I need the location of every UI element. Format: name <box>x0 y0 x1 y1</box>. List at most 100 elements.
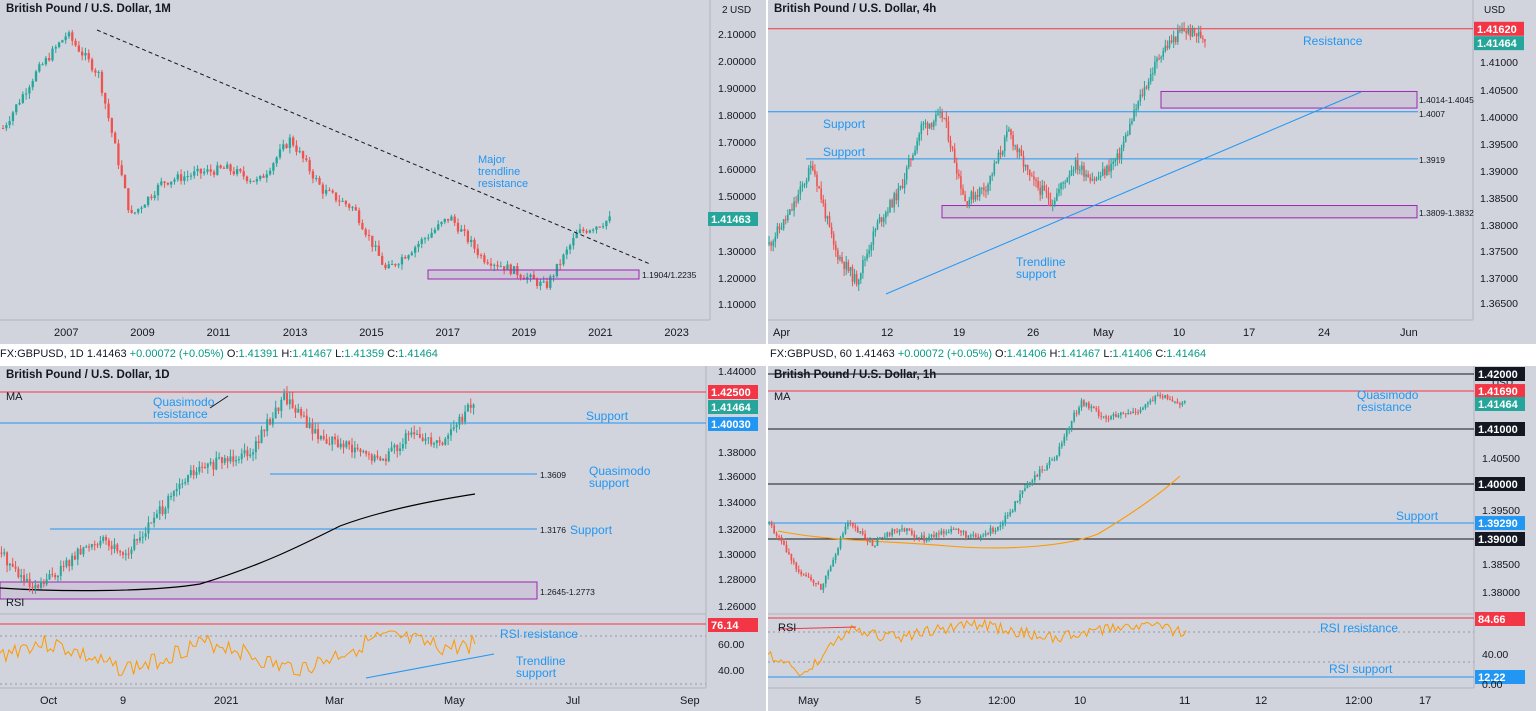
monthly-candle <box>48 57 51 61</box>
monthly-candle <box>430 232 433 238</box>
monthly-candle <box>413 247 417 253</box>
daily-candle <box>331 436 334 445</box>
daily-candle <box>452 427 455 430</box>
qm-resistance-annotation: Quasimodo <box>153 395 215 409</box>
hourly-candle <box>1068 428 1071 431</box>
h4-candle <box>1041 185 1044 195</box>
hourly-candle <box>1083 400 1085 406</box>
hourly-candle <box>864 533 866 539</box>
h4-candle <box>1049 199 1052 206</box>
h4-candle <box>1091 179 1094 181</box>
h4-candle <box>912 155 914 161</box>
h4-candle <box>768 242 770 245</box>
monthly-candle <box>54 47 57 49</box>
daily-candle <box>390 447 393 452</box>
hourly-candle <box>1001 523 1004 526</box>
hourly-candle <box>965 531 967 538</box>
hourly-candle <box>1159 394 1162 397</box>
monthly-candle <box>410 252 414 256</box>
h4-candle <box>1179 29 1181 32</box>
h4-candle <box>1008 129 1010 132</box>
monthly-candle <box>1 128 5 130</box>
hourly-candle <box>915 537 918 539</box>
hourly-candle <box>810 577 812 581</box>
daily-candle <box>116 544 119 552</box>
chart-panel-hourly[interactable]: Quasimodo resistance Support RSI RSI resista… <box>768 366 1536 711</box>
monthly-candle <box>150 196 153 198</box>
h4-candle <box>851 267 854 282</box>
rsi-resistance-annotation: RSI resistance <box>500 627 578 641</box>
daily-candle <box>399 448 402 451</box>
monthly-candle <box>31 81 34 88</box>
h4-candle <box>784 219 787 221</box>
monthly-candle <box>51 48 54 61</box>
daily-candle <box>167 496 170 509</box>
h4-candle <box>1118 153 1121 159</box>
level-badge: 1.39000 <box>1478 534 1518 546</box>
daily-candle <box>461 416 464 422</box>
h4-candle <box>1158 58 1160 60</box>
daily-candle <box>133 538 136 550</box>
chart-panel-4h[interactable]: Resistance Support Support Trendline support… <box>768 0 1536 344</box>
daily-candle <box>243 450 246 454</box>
daily-candle <box>215 457 218 470</box>
hourly-candle <box>952 528 955 530</box>
daily-candle <box>209 461 212 464</box>
qm-resistance-annotation: resistance <box>153 407 208 421</box>
h4-candle <box>1177 29 1179 42</box>
hourly-candle <box>1107 418 1110 420</box>
chart-panel-monthly[interactable]: 1.1904/1.2235 Major trendline resistance 2 US… <box>0 0 766 344</box>
resistance-badge: 1.42500 <box>711 387 751 399</box>
chart-panel-daily[interactable]: Quasimodo resistance Support Quasimodo suppo… <box>0 366 766 711</box>
hourly-candle <box>770 522 773 526</box>
h4-candle <box>820 188 822 200</box>
rsi-label: RSI <box>6 597 24 609</box>
hourly-candle <box>856 527 859 533</box>
daily-candle <box>172 491 175 496</box>
support-annotation: Support <box>823 117 866 131</box>
h4-candle <box>837 250 839 260</box>
daily-candle <box>367 453 370 455</box>
h4-candle <box>953 148 956 164</box>
daily-candle <box>0 552 3 554</box>
monthly-candle <box>377 245 381 256</box>
monthly-candle <box>28 87 31 94</box>
daily-low: 1.41359 <box>344 348 385 360</box>
monthly-candle <box>305 158 308 161</box>
daily-title: British Pound / U.S. Dollar, 1D <box>6 369 170 381</box>
monthly-candle <box>479 255 483 257</box>
daily-candle <box>384 458 387 462</box>
daily-candle <box>23 575 26 582</box>
resistance-badge: 1.41620 <box>1477 24 1517 36</box>
hourly-candle <box>1122 412 1125 414</box>
monthly-candle <box>209 169 212 172</box>
h4-candle <box>1122 141 1125 148</box>
hourly-candle <box>977 536 980 539</box>
daily-candle <box>348 441 351 445</box>
daily-candle <box>11 563 14 567</box>
h4-candle <box>780 228 783 230</box>
monthly-candle <box>334 192 338 201</box>
daily-candle <box>416 433 419 435</box>
monthly-candle <box>41 64 44 66</box>
h4-candle <box>1022 155 1025 167</box>
h4-candle <box>943 117 946 119</box>
hourly-candle <box>1117 415 1120 417</box>
support-badge: 1.39290 <box>1478 518 1518 530</box>
h4-candle <box>857 279 860 285</box>
monthly-candle <box>295 145 298 152</box>
hourly-candle <box>780 537 783 542</box>
h4-candle <box>1020 149 1023 156</box>
daily-candle <box>249 454 252 457</box>
daily-candle <box>90 544 93 548</box>
daily-candle <box>246 450 249 457</box>
time-tick: 12:00 <box>1345 695 1373 707</box>
daily-candle <box>122 552 124 555</box>
last-price-badge: 1.41464 <box>711 402 752 414</box>
monthly-candle <box>239 169 242 172</box>
h4-chart[interactable]: Resistance Support Support Trendlinesupport… <box>768 0 1536 344</box>
hourly-candle <box>1112 414 1115 417</box>
